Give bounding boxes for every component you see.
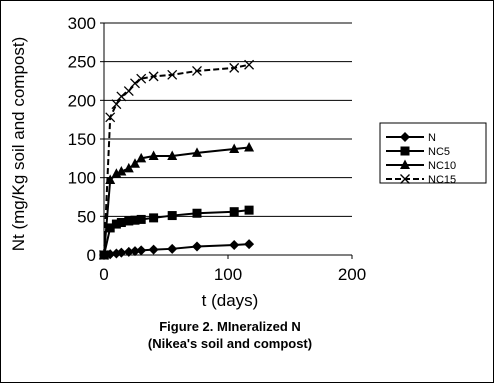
data-point-nc5 xyxy=(105,223,115,233)
y-tick-label: 150 xyxy=(68,130,96,149)
caption-line-1: Figure 2. MIneralized N xyxy=(159,319,301,334)
data-point-nc5 xyxy=(136,214,146,224)
data-point-nc5 xyxy=(124,216,134,226)
data-point-nc15 xyxy=(123,86,134,97)
data-point-nc5 xyxy=(149,213,159,223)
legend-label: NC10 xyxy=(428,160,456,172)
gridlines xyxy=(104,22,352,217)
data-point-nc15 xyxy=(136,73,147,84)
series-layer xyxy=(99,59,255,260)
data-point-n xyxy=(123,246,134,257)
data-point-n xyxy=(192,241,202,252)
legend-label: NC15 xyxy=(428,174,456,186)
legend-marker-n xyxy=(400,132,410,142)
data-point-nc5 xyxy=(111,219,121,229)
y-tick-label: 200 xyxy=(68,91,96,110)
data-point-nc15 xyxy=(244,59,255,70)
x-tick-labels: 0 100 200 xyxy=(99,265,366,284)
y-tick-labels: 0 50 100 150 200 250 300 xyxy=(68,14,96,265)
x-axis-title: t (days) xyxy=(202,291,259,310)
legend-label: N xyxy=(428,132,436,144)
data-point-n xyxy=(136,245,147,256)
data-point-nc5 xyxy=(116,218,126,228)
data-point-n xyxy=(130,246,140,257)
data-point-nc10 xyxy=(123,162,134,173)
series-n xyxy=(99,239,255,260)
y-tick-label: 300 xyxy=(68,14,96,33)
x-tick-label: 200 xyxy=(338,265,366,284)
legend-marker-nc15 xyxy=(400,174,410,184)
series-line-nc10 xyxy=(103,146,250,256)
legend-label: NC5 xyxy=(428,146,450,158)
legend: N NC5 NC10 NC15 xyxy=(379,122,487,186)
legend-marker-nc5 xyxy=(400,146,410,156)
data-point-nc5 xyxy=(130,215,140,225)
data-point-nc15 xyxy=(99,250,109,260)
y-tick-label: 250 xyxy=(68,53,96,72)
data-point-nc5 xyxy=(167,211,177,221)
legend-item-nc15: NC15 xyxy=(386,174,456,186)
legend-item-n: N xyxy=(386,132,436,144)
legend-box xyxy=(379,122,487,184)
legend-item-nc10: NC10 xyxy=(386,159,456,172)
data-point-nc10 xyxy=(136,152,147,163)
y-tick-label: 0 xyxy=(87,246,96,265)
data-point-nc15 xyxy=(105,112,116,123)
series-nc10 xyxy=(99,142,255,259)
series-nc15 xyxy=(99,59,255,260)
legend-marker-nc10 xyxy=(400,159,410,169)
caption-line-2: (Nikea's soil and compost) xyxy=(148,336,312,351)
data-point-n xyxy=(148,244,159,255)
data-point-nc10 xyxy=(130,158,140,168)
data-point-nc15 xyxy=(192,65,202,76)
data-point-n xyxy=(229,239,240,250)
legend-item-nc5: NC5 xyxy=(386,146,450,158)
data-point-nc5 xyxy=(192,208,202,218)
y-axis-title: Nt (mg/Kg soil and compost) xyxy=(9,37,28,251)
data-point-nc15 xyxy=(167,69,178,80)
x-tick-label: 100 xyxy=(214,265,242,284)
data-point-nc10 xyxy=(167,150,178,161)
data-point-nc15 xyxy=(116,91,127,102)
data-point-nc10 xyxy=(116,165,127,176)
data-point-n xyxy=(167,243,178,254)
data-point-nc15 xyxy=(229,62,240,73)
data-point-nc5 xyxy=(244,205,254,215)
data-point-nc10 xyxy=(192,147,202,157)
data-point-nc15 xyxy=(130,78,140,89)
data-point-nc5 xyxy=(229,207,239,217)
data-point-n xyxy=(244,239,255,250)
data-point-nc10 xyxy=(244,142,255,152)
data-point-nc10 xyxy=(148,150,159,161)
data-point-nc15 xyxy=(111,99,122,110)
data-point-n xyxy=(116,247,127,258)
series-nc5 xyxy=(99,205,254,260)
data-point-nc10 xyxy=(229,143,240,154)
y-tick-label: 100 xyxy=(68,169,96,188)
x-tick-label: 0 xyxy=(99,265,108,284)
data-point-nc15 xyxy=(148,71,159,82)
y-tick-label: 50 xyxy=(77,207,96,226)
